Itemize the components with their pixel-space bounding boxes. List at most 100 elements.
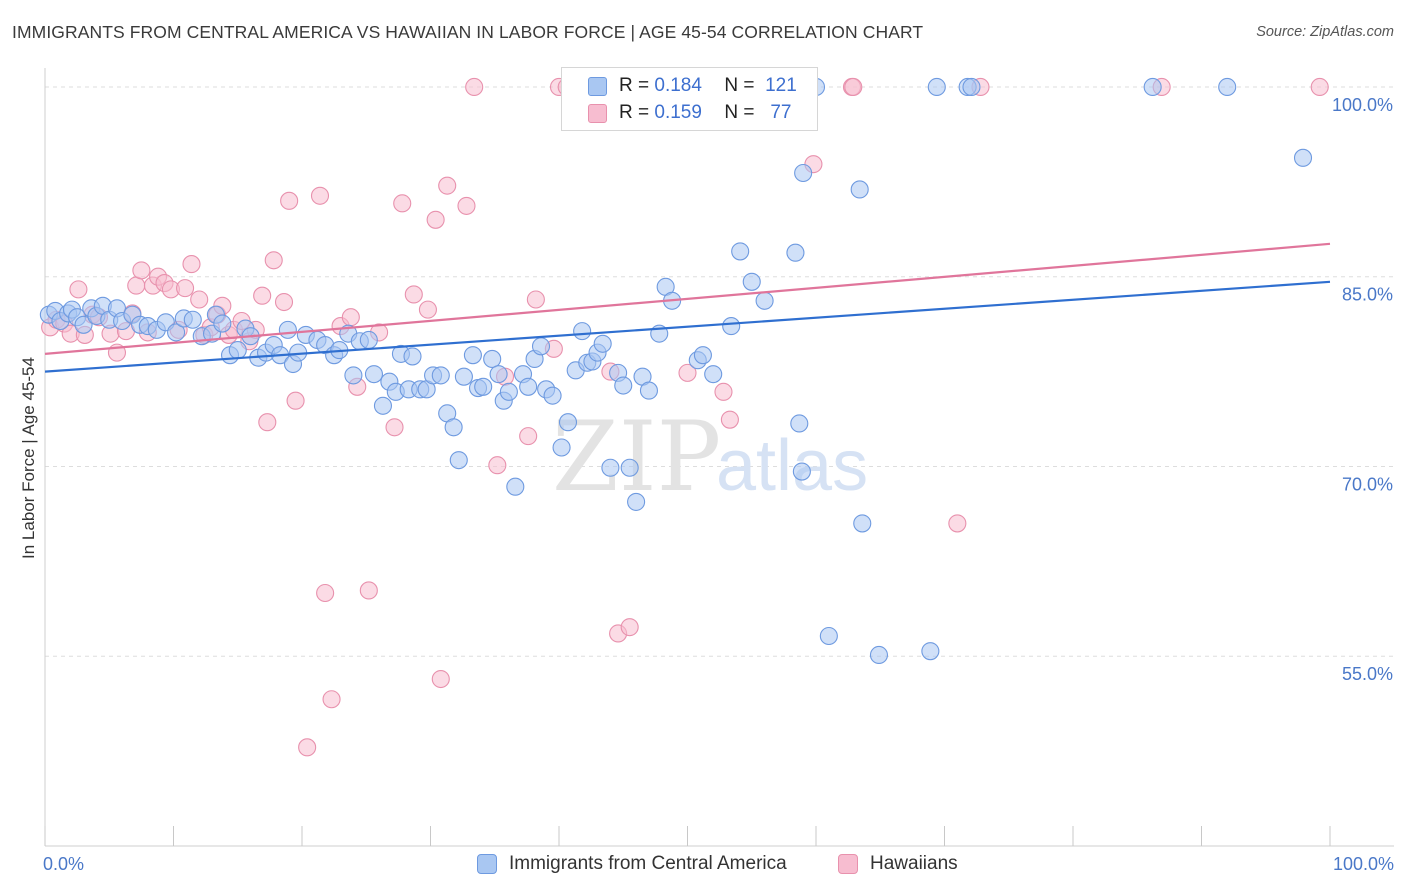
point-hawaiian — [431, 669, 450, 689]
trend-line-hawaiian — [44, 242, 1331, 355]
point-central-america — [731, 242, 750, 261]
point-central-america — [454, 367, 473, 386]
point-central-america — [543, 386, 562, 405]
point-central-america — [927, 77, 946, 97]
point-central-america — [463, 346, 482, 365]
point-central-america — [573, 322, 592, 341]
point-central-america — [1293, 148, 1313, 167]
n-label: N = — [724, 102, 755, 123]
point-central-america — [794, 163, 813, 183]
watermark-atlas: atlas — [716, 426, 868, 506]
y-tick-label: 85.0% — [1342, 285, 1393, 305]
point-central-america — [431, 366, 450, 385]
point-central-america — [639, 381, 659, 400]
trend-lines — [44, 242, 1331, 373]
central-america-label: Immigrants from Central America — [509, 853, 787, 874]
stats-legend: R = 0.184 N = 121 R = 0.159 N = 77 — [561, 67, 818, 131]
tick-labels: 100.0% 85.0% 70.0% 55.0% 0.0% 100.0% — [43, 95, 1394, 874]
point-central-america — [593, 334, 612, 353]
point-hawaiian — [426, 210, 445, 229]
axes — [44, 68, 1394, 847]
point-central-america — [1143, 77, 1162, 97]
point-central-america — [693, 346, 712, 365]
point-central-america — [506, 477, 525, 496]
pink-swatch — [588, 103, 607, 123]
point-hawaiian — [341, 308, 360, 327]
r-label: R = — [619, 102, 650, 123]
hawaiians-swatch — [838, 854, 858, 874]
point-hawaiian — [714, 382, 733, 401]
r-label: R = — [619, 75, 650, 96]
point-hawaiian — [948, 514, 967, 533]
point-central-america — [620, 458, 639, 477]
point-central-america — [552, 438, 571, 457]
point-central-america — [228, 341, 247, 360]
point-hawaiian — [393, 194, 412, 213]
y-tick-label: 100.0% — [1332, 95, 1393, 115]
point-central-america — [364, 365, 384, 384]
trend-line-central-america — [44, 280, 1331, 373]
x-tick-label-right: 100.0% — [1333, 854, 1394, 874]
point-hawaiian — [264, 251, 283, 270]
blue-r-value: 0.184 — [654, 75, 702, 96]
chart-title: IMMIGRANTS FROM CENTRAL AMERICA VS HAWAI… — [12, 22, 924, 42]
watermark: ZIP atlas — [552, 401, 868, 513]
point-central-america — [74, 315, 93, 334]
point-hawaiian — [385, 418, 404, 437]
y-tick-label: 55.0% — [1342, 664, 1393, 684]
point-central-america — [489, 365, 508, 384]
point-hawaiian — [457, 196, 476, 215]
point-hawaiian — [253, 286, 272, 305]
legend-row-pink: R = 0.159 N = 77 — [588, 101, 791, 125]
point-central-america — [869, 645, 889, 665]
hawaiians-label: Hawaiians — [870, 853, 958, 874]
y-tick-label: 70.0% — [1342, 474, 1393, 494]
point-central-america — [359, 330, 378, 350]
point-central-america — [742, 272, 761, 291]
point-central-america — [722, 317, 741, 336]
point-central-america — [1218, 77, 1237, 97]
point-hawaiian — [298, 738, 317, 757]
point-hawaiian — [286, 391, 305, 410]
point-central-america — [819, 626, 838, 646]
point-central-america — [601, 458, 620, 477]
point-hawaiian — [132, 261, 151, 280]
point-central-america — [499, 382, 518, 401]
point-hawaiian — [418, 300, 437, 319]
point-central-america — [519, 377, 538, 396]
point-central-america — [167, 323, 186, 342]
point-hawaiian — [844, 77, 863, 97]
pink-r-value: 0.159 — [654, 102, 702, 123]
point-hawaiian — [322, 690, 341, 709]
point-central-america — [278, 320, 297, 339]
point-hawaiian — [280, 191, 299, 210]
point-hawaiian — [1310, 77, 1329, 97]
pink-n-value: 77 — [770, 102, 792, 123]
point-hawaiian — [519, 427, 538, 446]
point-hawaiian — [620, 618, 639, 637]
point-central-america — [792, 462, 811, 481]
point-central-america — [614, 376, 633, 395]
point-hawaiian — [526, 290, 545, 309]
point-central-america — [444, 418, 463, 437]
point-central-america — [373, 396, 393, 415]
x-tick-label-left: 0.0% — [43, 854, 84, 874]
point-hawaiian — [258, 413, 277, 432]
point-central-america — [790, 414, 809, 433]
point-hawaiian — [69, 280, 88, 299]
data-points — [39, 77, 1329, 757]
point-central-america — [786, 243, 805, 262]
source-label: Source: ZipAtlas.com — [1256, 24, 1394, 40]
point-hawaiian — [359, 581, 378, 600]
point-central-america — [627, 492, 646, 511]
point-central-america — [755, 291, 774, 310]
point-hawaiian — [274, 292, 294, 312]
legend-row-blue: R = 0.184 N = 121 — [588, 74, 797, 98]
point-central-america — [921, 642, 940, 661]
blue-n-value: 121 — [765, 75, 797, 96]
point-hawaiian — [720, 410, 739, 429]
central-america-swatch — [477, 854, 497, 874]
point-hawaiian — [190, 290, 209, 309]
point-hawaiian — [438, 176, 457, 195]
